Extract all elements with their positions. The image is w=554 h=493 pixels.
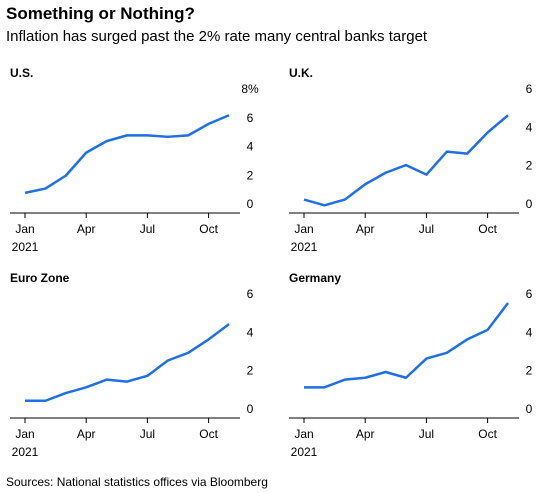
data-line — [25, 323, 230, 402]
panel-title: U.K. — [289, 66, 313, 80]
y-tick-label: 0 — [247, 197, 254, 211]
y-tick-label: 0 — [526, 197, 533, 211]
source: Sources: National statistics offices via… — [6, 475, 268, 489]
x-tick-label: Oct — [199, 222, 218, 236]
y-tick-label: 6 — [526, 287, 533, 301]
y-tick-label: 0 — [526, 402, 533, 416]
page-title: Something or Nothing? — [6, 4, 195, 23]
x-tick-label: Jul — [419, 222, 434, 236]
y-tick-label: 4 — [247, 140, 254, 154]
x-tick-label: Apr — [77, 427, 96, 441]
x-tick-label: Jul — [140, 222, 155, 236]
y-tick-label: 0 — [247, 402, 254, 416]
x-year-label: 2021 — [12, 445, 39, 459]
x-tick-label: Jan — [294, 222, 313, 236]
x-tick-label: Jul — [140, 427, 155, 441]
x-tick-label: Jan — [15, 222, 34, 236]
y-tick-label: 2 — [526, 159, 533, 173]
x-tick-label: Jan — [294, 427, 313, 441]
y-tick-label: 4 — [247, 325, 254, 339]
x-tick-label: Oct — [478, 222, 497, 236]
y-tick-label: 2 — [247, 168, 254, 182]
x-tick-label: Apr — [356, 427, 375, 441]
y-tick-label: 6 — [247, 111, 254, 125]
page-subtitle: Inflation has surged past the 2% rate ma… — [6, 28, 428, 45]
y-tick-label: 6 — [247, 287, 254, 301]
x-tick-label: Jan — [15, 427, 34, 441]
x-tick-label: Apr — [77, 222, 96, 236]
x-year-label: 2021 — [12, 240, 39, 254]
x-tick-label: Oct — [478, 427, 497, 441]
panel-title: U.S. — [10, 66, 33, 80]
panel-title: Euro Zone — [10, 271, 70, 285]
y-tick-label: 4 — [526, 120, 533, 134]
data-line — [304, 302, 509, 389]
x-tick-label: Oct — [199, 427, 218, 441]
x-tick-label: Jul — [419, 427, 434, 441]
y-tick-label: 4 — [526, 325, 533, 339]
panel-title: Germany — [289, 271, 341, 285]
x-year-label: 2021 — [291, 240, 318, 254]
y-tick-label: 2 — [247, 364, 254, 378]
x-year-label: 2021 — [291, 445, 318, 459]
y-tick-label: 6 — [526, 82, 533, 96]
data-line — [303, 114, 509, 207]
y-tick-label: 8% — [241, 82, 259, 96]
x-tick-label: Apr — [356, 222, 375, 236]
data-line — [24, 114, 230, 195]
y-tick-label: 2 — [526, 364, 533, 378]
